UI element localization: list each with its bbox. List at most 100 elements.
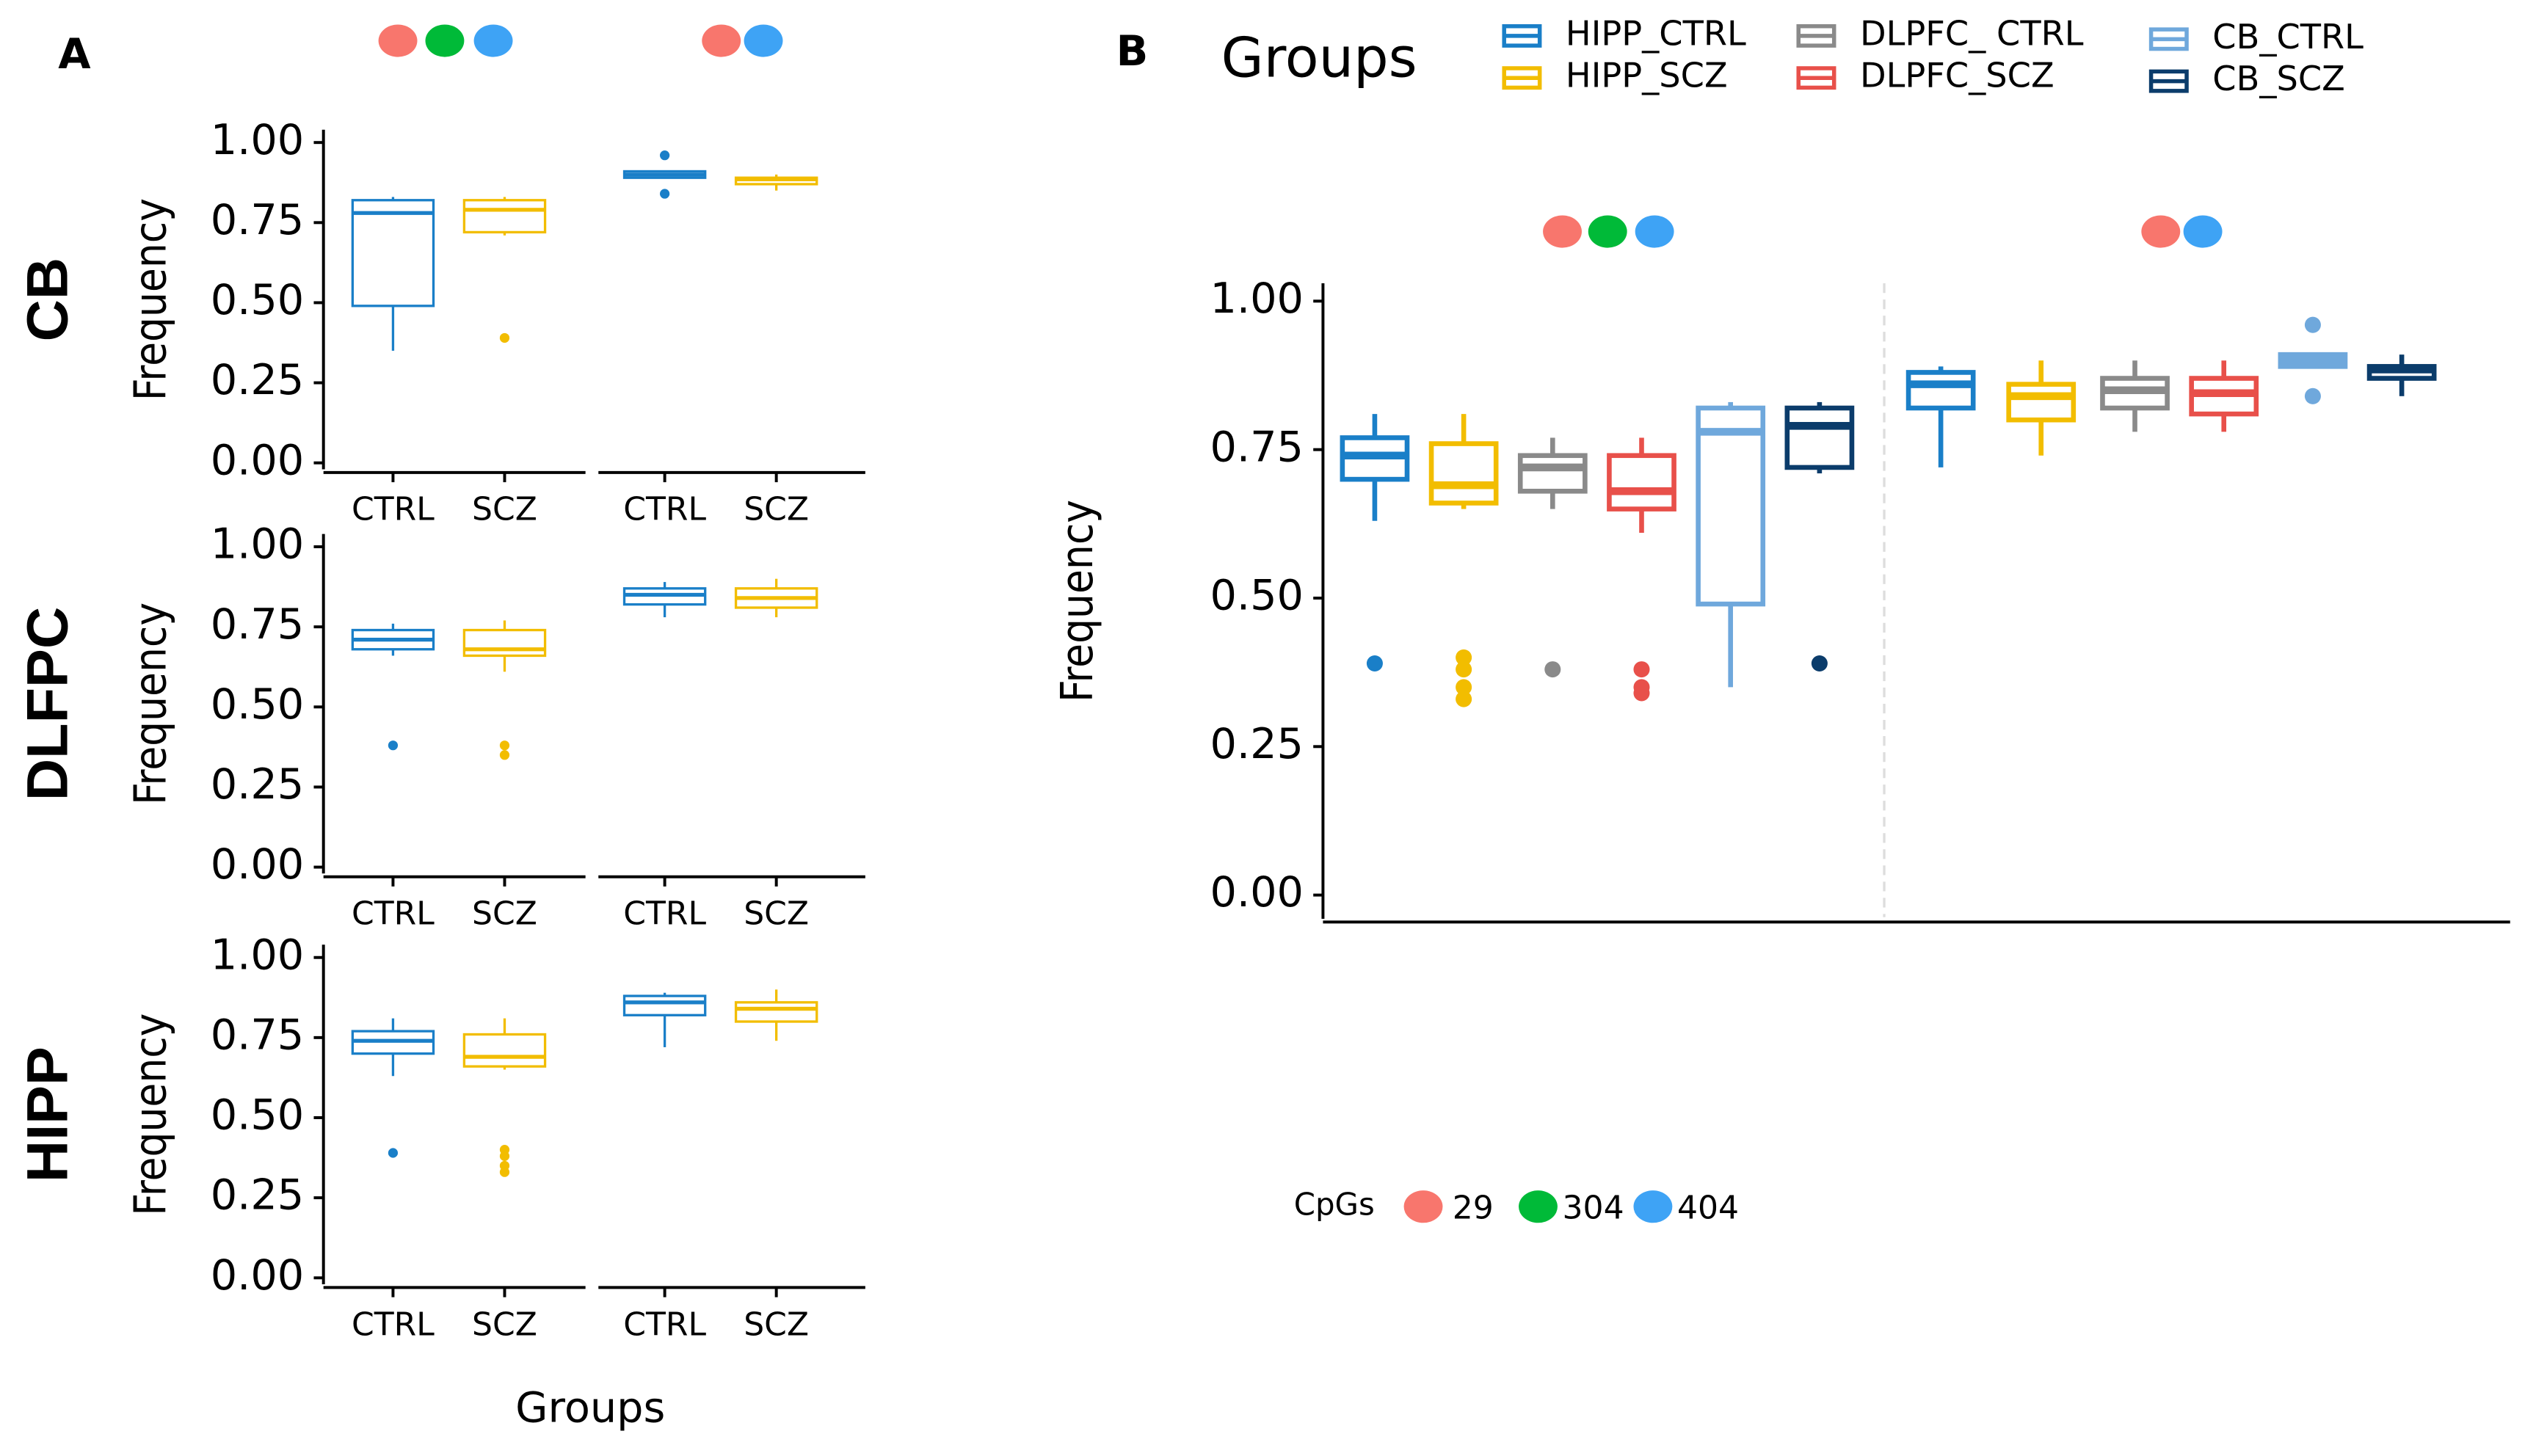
y-tick-label: 0.50 (211, 680, 305, 729)
box (1905, 370, 1976, 411)
y-tick-label: 0.25 (211, 760, 305, 809)
x-tick-label: CTRL (352, 895, 435, 933)
box (462, 1033, 547, 1068)
strip-dot (2141, 215, 2181, 248)
outlier (499, 1151, 510, 1161)
y-axis-title: Frequency (126, 603, 176, 805)
box (462, 199, 547, 234)
x-tick-label: CTRL (623, 895, 706, 933)
cpg-label: 29 (1453, 1190, 1494, 1227)
y-tick-label: 0.50 (211, 275, 305, 324)
outlier (2304, 387, 2321, 404)
box (1607, 453, 1676, 512)
outlier (1811, 655, 1828, 672)
outlier (499, 1167, 510, 1177)
row-label: CB (14, 258, 79, 342)
outlier (2304, 316, 2321, 333)
cpg-legend-title: CpGs (1294, 1187, 1375, 1223)
box (1428, 441, 1499, 506)
y-axis-title: Frequency (1053, 500, 1103, 702)
cpg-dot (1633, 1190, 1673, 1223)
y-tick-label: 0.25 (1210, 719, 1304, 768)
y-tick-label: 0.75 (211, 195, 305, 244)
x-tick-label: SCZ (744, 1306, 809, 1343)
y-tick-label: 1.00 (211, 520, 305, 569)
row-label: HIPP (14, 1046, 79, 1182)
strip-dot (378, 24, 418, 57)
outlier (388, 1148, 399, 1158)
y-tick-label: 0.75 (211, 1010, 305, 1059)
legend-label: CB_CTRL (2212, 17, 2364, 57)
x-tick-label: SCZ (744, 491, 809, 528)
legend-label: DLPFC_SCZ (1860, 56, 2054, 95)
y-tick-label: 0.25 (211, 355, 305, 404)
outlier (1544, 661, 1561, 678)
outlier (499, 750, 510, 760)
y-tick-label: 1.00 (211, 930, 305, 979)
x-tick-label: CTRL (623, 1306, 706, 1343)
box (1696, 405, 1766, 607)
y-tick-label: 0.50 (211, 1091, 305, 1140)
strip-dot (425, 24, 465, 57)
strip-dot (2183, 215, 2223, 248)
box (1517, 453, 1588, 494)
y-axis-title: Frequency (126, 1013, 176, 1216)
legend-title: Groups (1221, 26, 1417, 90)
outlier (660, 189, 670, 199)
legend-label: HIPP_SCZ (1566, 56, 1728, 95)
outlier (1366, 655, 1383, 672)
legend-label: HIPP_CTRL (1566, 13, 1746, 53)
strip-dot (1588, 215, 1627, 248)
cpg-dot (1403, 1190, 1443, 1223)
strip-dot (1543, 215, 1582, 248)
cpg-label: 304 (1563, 1190, 1624, 1227)
x-tick-label: CTRL (352, 491, 435, 528)
strip-dot (473, 24, 513, 57)
x-tick-label: CTRL (623, 491, 706, 528)
x-tick-label: SCZ (472, 1306, 537, 1343)
y-tick-label: 0.00 (211, 1251, 305, 1300)
y-tick-label: 0.00 (211, 840, 305, 889)
x-tick-label: SCZ (744, 895, 809, 933)
cpg-label: 404 (1677, 1190, 1739, 1227)
outlier (1633, 661, 1650, 678)
cpg-dot (1519, 1190, 1558, 1223)
y-tick-label: 0.75 (211, 600, 305, 649)
strip-dot (702, 24, 741, 57)
outlier (388, 740, 399, 751)
outlier (1456, 679, 1472, 696)
strip-dot (1635, 215, 1674, 248)
panel-label: A (58, 29, 91, 79)
y-tick-label: 0.00 (211, 435, 305, 484)
y-tick-label: 0.50 (1210, 571, 1304, 620)
outlier (1633, 685, 1650, 702)
y-tick-label: 0.75 (1210, 422, 1304, 471)
box (734, 1001, 818, 1023)
panel-label: B (1116, 26, 1149, 76)
outlier (499, 332, 510, 343)
outlier (1456, 661, 1472, 678)
legend-label: DLPFC_ CTRL (1860, 13, 2084, 53)
box (2006, 382, 2077, 423)
x-tick-label: SCZ (472, 895, 537, 933)
strip-dot (744, 24, 783, 57)
x-tick-label: SCZ (472, 491, 537, 528)
box (622, 994, 707, 1016)
y-axis-title: Frequency (126, 198, 176, 401)
outlier (660, 150, 670, 161)
y-tick-label: 0.25 (211, 1171, 305, 1220)
box (1784, 405, 1855, 470)
y-tick-label: 1.00 (211, 115, 305, 164)
outlier (1456, 691, 1472, 707)
y-tick-label: 1.00 (1210, 274, 1304, 323)
x-axis-title: Groups (515, 1383, 665, 1432)
row-label: DLFPC (14, 607, 79, 801)
box (462, 628, 547, 658)
legend-label: CB_SCZ (2212, 59, 2345, 98)
x-tick-label: CTRL (352, 1306, 435, 1343)
outlier (499, 740, 510, 751)
box (351, 199, 435, 307)
y-tick-label: 0.00 (1210, 867, 1304, 917)
outlier (1456, 649, 1472, 666)
